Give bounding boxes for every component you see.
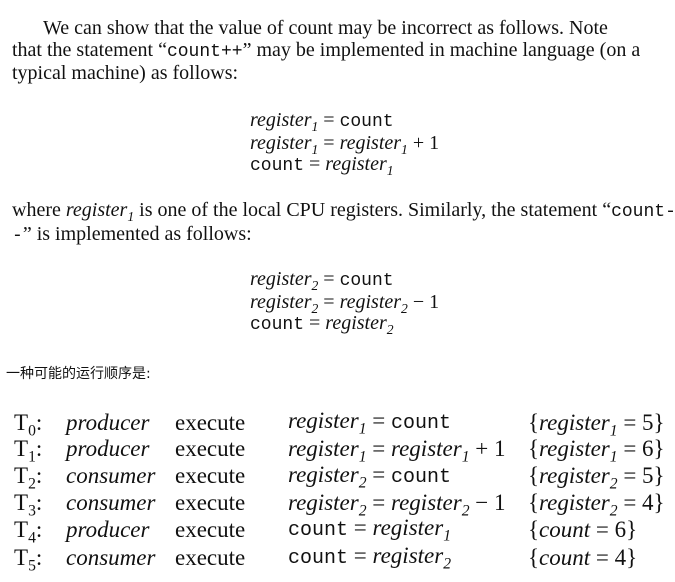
trace-statement: register1 = count xyxy=(288,408,452,438)
middle-line-2-post: ” is implemented as follows: xyxy=(22,222,252,245)
code-rhs: register xyxy=(339,291,402,313)
code-rhs: count xyxy=(339,271,394,291)
trace-statement: register1 = register1 + 1 xyxy=(288,436,506,466)
code-rhs-sub: 2 xyxy=(386,321,394,337)
intro-line-1: We can show that the value of count may … xyxy=(12,17,668,40)
trace-statement: register2 = count xyxy=(288,461,452,491)
trace-row: T0: producer execute register1 = count {regi… xyxy=(14,408,665,439)
trace-time-step: T3: xyxy=(14,489,43,520)
trace-operation: execute xyxy=(175,516,246,542)
trace-operation: execute xyxy=(175,463,246,488)
trace-time-step: T2: xyxy=(14,463,43,493)
trace-state: {register1 = 6} xyxy=(528,436,665,466)
code-eq: = xyxy=(318,268,340,290)
trace-row: T4: producer execute count = register1 {coun… xyxy=(14,515,665,546)
increment-code-line: register1 = count xyxy=(250,109,439,134)
intro-line-3-text: typical machine) as follows: xyxy=(12,62,239,84)
code-lhs: register xyxy=(250,109,312,131)
code-lhs: count xyxy=(250,315,305,335)
execution-order-caption: 一种可能的运行顺序是: xyxy=(6,366,151,382)
increment-code-line: count = register1 xyxy=(250,153,439,178)
trace-row: T2: consumer execute register2 = count {regi… xyxy=(14,461,665,493)
increment-code-block: register1 = count register1 = register1 … xyxy=(250,109,440,178)
middle-line-1: where register1 is one of the local CPU … xyxy=(12,199,675,224)
trace-state: {register2 = 4} xyxy=(528,489,665,520)
trace-operation: execute xyxy=(175,409,246,435)
trace-state: {register2 = 5} xyxy=(528,463,665,493)
decrement-code-line: register2 = count xyxy=(250,268,439,293)
code-lhs-sub: 2 xyxy=(311,300,319,316)
intro-line-2-pre: that the statement “ xyxy=(12,38,167,61)
intro-paragraph: We can show that the value of count may … xyxy=(12,17,668,85)
code-rhs: register xyxy=(325,153,387,175)
code-eq: = xyxy=(318,109,340,131)
middle-line-2: -” is implemented as follows: xyxy=(12,222,668,248)
code-count-decrement-part2: - xyxy=(12,225,23,246)
code-rhs-sub: 1 xyxy=(386,162,394,178)
code-rhs-sub: 2 xyxy=(401,300,408,316)
intro-line-2: that the statement “count++” may be impl… xyxy=(12,38,668,64)
trace-state: {register1 = 5} xyxy=(528,409,665,439)
code-lhs-sub: 2 xyxy=(311,277,319,293)
trace-statement: register2 = register2 − 1 xyxy=(288,489,506,520)
middle-paragraph: where register1 is one of the local CPU … xyxy=(12,199,675,248)
trace-actor: producer xyxy=(66,436,150,462)
code-eq: = xyxy=(304,312,326,334)
middle-line-1-pre: where xyxy=(12,199,66,221)
intro-line-1-text: We can show that the value of count may … xyxy=(43,17,608,39)
trace-statement: count = register2 xyxy=(288,543,452,573)
middle-line-1-mid: is one of the local CPU registers. Simil… xyxy=(134,199,612,221)
code-rhs: register xyxy=(339,132,402,154)
trace-operation: execute xyxy=(175,436,246,462)
code-eq: = xyxy=(318,291,340,313)
increment-code-line: register1 = register1 + 1 xyxy=(250,132,440,157)
middle-register-var: register xyxy=(65,199,128,221)
code-eq: = xyxy=(318,132,340,154)
trace-actor: consumer xyxy=(66,463,156,488)
code-lhs: register xyxy=(250,268,312,290)
decrement-code-line: count = register2 xyxy=(250,312,439,337)
trace-actor: consumer xyxy=(66,544,156,570)
trace-row: T1: producer execute register1 = register1 … xyxy=(14,436,665,466)
code-lhs: register xyxy=(250,291,312,313)
code-lhs: register xyxy=(250,132,312,154)
code-count-increment: count++ xyxy=(166,41,243,62)
execution-trace-table: T0: producer execute register1 = count {regi… xyxy=(14,408,665,574)
trace-time-step: T1: xyxy=(14,436,43,466)
trace-time-step: T5: xyxy=(14,544,43,574)
code-tail: − 1 xyxy=(407,291,440,313)
trace-time-step: T0: xyxy=(14,409,43,439)
code-eq: = xyxy=(304,153,326,175)
code-rhs-sub: 1 xyxy=(401,141,408,157)
code-rhs: register xyxy=(325,312,387,334)
trace-state: {count = 4} xyxy=(528,544,638,570)
trace-row: T3: consumer execute register2 = register2 … xyxy=(14,489,665,520)
trace-state: {count = 6} xyxy=(528,516,638,542)
code-count-decrement-part1: count- xyxy=(611,202,675,222)
trace-actor: producer xyxy=(66,516,150,542)
trace-row: T5: consumer execute count = register2 {coun… xyxy=(14,543,665,574)
intro-line-3: typical machine) as follows: xyxy=(12,62,668,85)
middle-register-sub: 1 xyxy=(127,208,135,224)
code-lhs-sub: 1 xyxy=(311,118,319,134)
code-rhs: count xyxy=(339,112,394,132)
trace-actor: consumer xyxy=(66,489,156,515)
intro-line-2-post: ” may be implemented in machine language… xyxy=(242,38,641,61)
decrement-code-line: register2 = register2 − 1 xyxy=(250,291,440,316)
trace-operation: execute xyxy=(175,489,246,515)
trace-actor: producer xyxy=(66,409,150,435)
decrement-code-block: register2 = count register2 = register2 … xyxy=(250,268,440,337)
trace-time-step: T4: xyxy=(14,516,43,546)
code-lhs: count xyxy=(250,156,305,176)
code-tail: + 1 xyxy=(407,132,440,154)
trace-operation: execute xyxy=(175,544,246,570)
trace-statement: count = register1 xyxy=(288,515,452,545)
code-lhs-sub: 1 xyxy=(311,141,319,157)
